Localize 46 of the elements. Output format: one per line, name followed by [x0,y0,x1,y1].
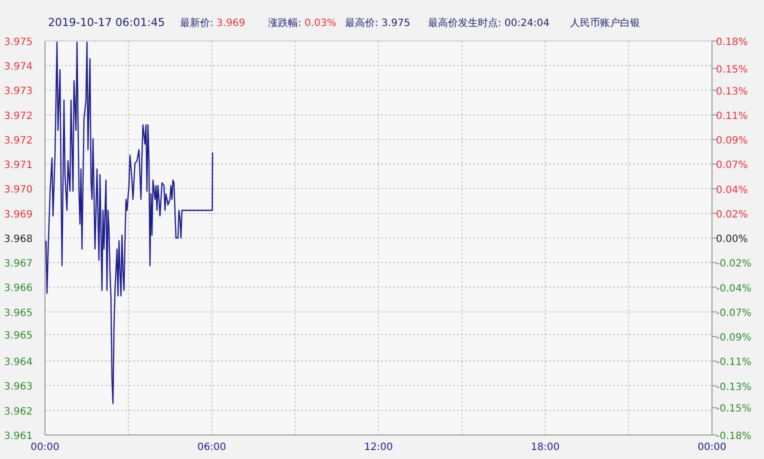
text: 涨跌幅: 0.03% [268,17,336,29]
text: 最高价: 3.975 [345,17,410,29]
y2-tick-label: -0.11% [716,357,752,368]
y-tick-label: 3.971 [4,160,33,172]
x-tick-label: 18:00 [530,442,560,453]
y-tick-label: 3.970 [4,184,33,196]
text: 人民币账户白银 [570,17,640,29]
y2-tick-label: -0.02% [716,258,752,270]
text: 最新价: 3.969 [180,17,246,29]
x-tick-label: 00:00 [698,442,726,453]
y2-tick-label: -0.09% [716,332,752,344]
line-series [45,42,214,404]
y2-tick-label: 0.15% [716,64,748,76]
y2-tick-label: 0.04% [716,184,748,196]
x-tick-label: 00:00 [30,442,60,453]
y2-tick-label: 0.18% [716,37,748,48]
y-tick-label: 3.963 [4,382,33,393]
y2-tick-label: 0.09% [716,136,748,146]
y-tick-label: 3.968 [4,234,33,245]
y-tick-label: 3.975 [4,37,33,48]
y2-tick-label: -0.07% [716,308,752,319]
y-tick-label: 3.962 [4,406,33,418]
y-tick-label: 3.974 [4,62,33,73]
text: 2019-10-17 06:01:45 [48,16,165,29]
y2-tick-label: 0.13% [716,86,748,98]
y-tick-label: 3.964 [4,357,33,368]
y-tick-label: 3.969 [4,209,33,220]
y2-tick-label: 0.00% [716,234,748,245]
y2-tick-label: 0.11% [716,110,748,122]
y2-tick-label: -0.04% [716,283,752,294]
y2-tick-label: -0.15% [716,404,752,415]
y-tick-label: 3.972 [4,110,33,122]
y2-tick-label: 0.07% [716,160,748,172]
y-tick-label: 3.961 [4,431,33,442]
y-tick-label: 3.966 [4,283,33,294]
y-tick-label: 3.973 [4,86,33,98]
text: 最高价发生时点: 00:24:04 [428,17,550,29]
y-tick-label: 3.965 [4,308,33,319]
y2-tick-label: -0.13% [716,382,752,393]
y-tick-label: 3.972 [4,136,33,146]
x-tick-label: 06:00 [197,442,226,453]
y-tick-label: 3.965 [4,330,33,342]
x-tick-label: 12:00 [364,442,393,453]
y2-tick-label: -0.18% [716,431,752,442]
y2-tick-label: 0.02% [716,209,748,220]
y-tick-label: 3.967 [4,258,33,270]
